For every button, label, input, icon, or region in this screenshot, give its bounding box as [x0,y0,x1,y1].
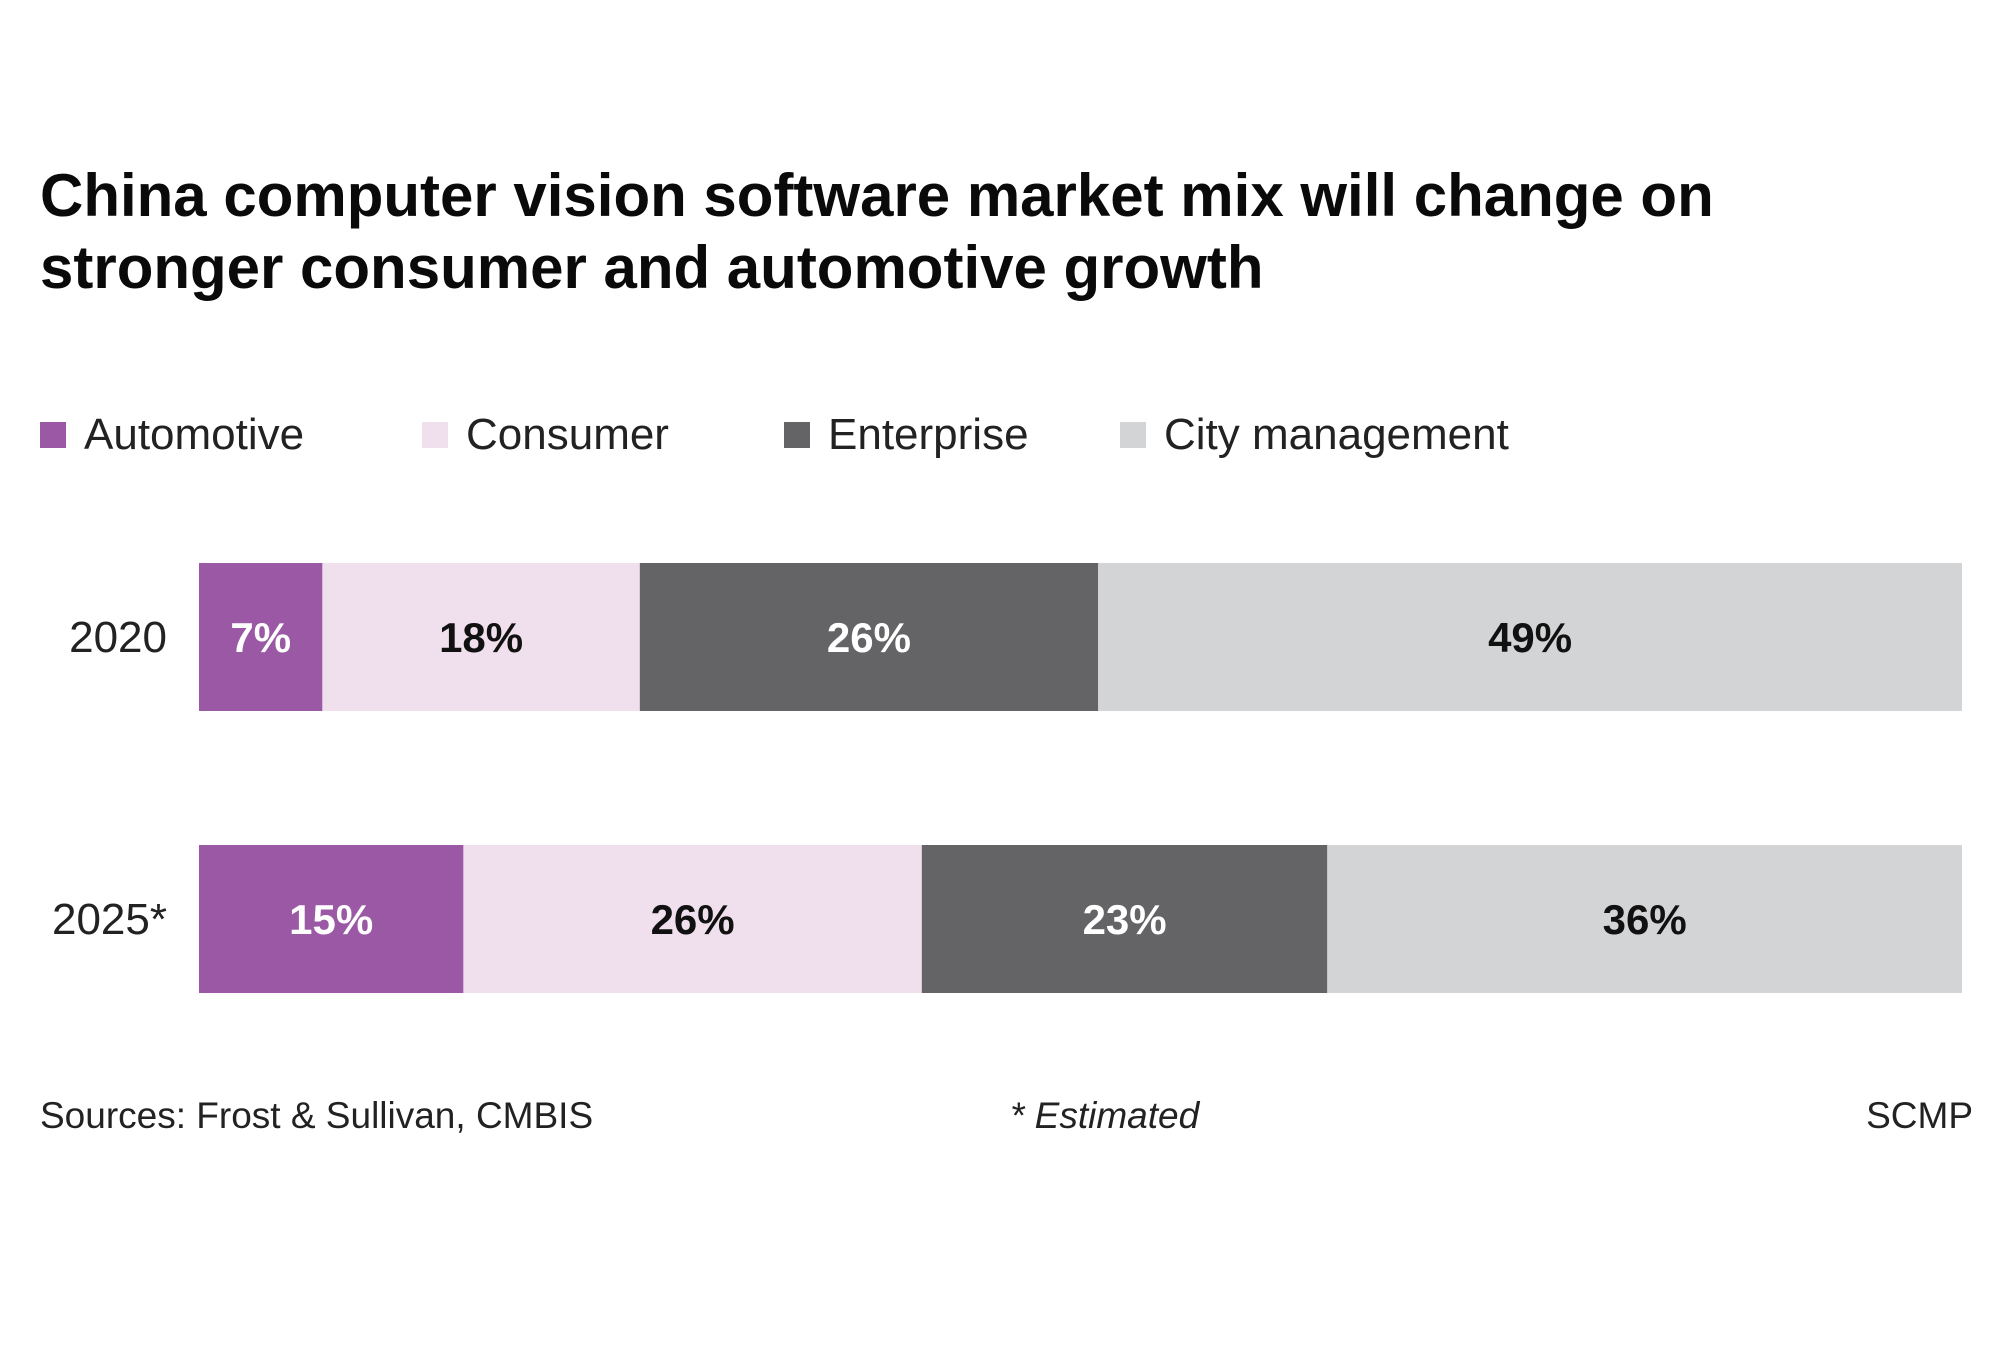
bar-segment-city-management-2020 [1098,563,1962,711]
bar-segment-automotive-2020 [199,563,323,711]
publisher-credit: SCMP [1866,1095,1973,1136]
legend-label-city-management: City management [1164,410,1509,459]
data-label-consumer-2020: 18% [439,614,523,661]
chart-title: China computer vision software market mi… [40,162,1714,301]
legend-label-enterprise: Enterprise [828,410,1029,459]
category-label-2025: 2025* [52,895,167,944]
data-label-automotive-2025: 15% [289,896,373,943]
legend-label-automotive: Automotive [84,410,305,459]
sources-note: Sources: Frost & Sullivan, CMBIS [40,1095,594,1136]
legend-swatch-automotive [40,422,66,448]
legend-label-consumer: Consumer [466,410,669,459]
legend-swatch-enterprise [784,422,810,448]
data-label-automotive-2020: 7% [230,614,291,661]
bar-segment-enterprise-2020 [639,563,1099,711]
bar-segment-consumer-2020 [322,563,640,711]
legend-swatch-consumer [422,422,448,448]
data-label-enterprise-2025: 23% [1083,896,1167,943]
legend-item-automotive: Automotive [40,405,304,465]
bar-segment-city-management-2025 [1327,845,1962,993]
legend-item-city-management: City management [1120,405,1509,465]
legend-swatch-city-management [1120,422,1146,448]
bar-segment-automotive-2025 [199,845,464,993]
legend-item-enterprise: Enterprise [784,405,1029,465]
data-label-consumer-2025: 26% [651,896,735,943]
data-label-city-management-2025: 36% [1603,896,1687,943]
legend-item-consumer: Consumer [422,405,669,465]
estimated-footnote: * Estimated [1010,1095,1200,1136]
data-label-city-management-2020: 49% [1488,614,1572,661]
legend: Automotive Consumer Enterprise City mana… [40,405,1840,465]
category-label-2020: 2020 [69,613,167,662]
bar-segment-consumer-2025 [463,845,922,993]
bar-segment-enterprise-2025 [921,845,1328,993]
data-label-enterprise-2020: 26% [827,614,911,661]
